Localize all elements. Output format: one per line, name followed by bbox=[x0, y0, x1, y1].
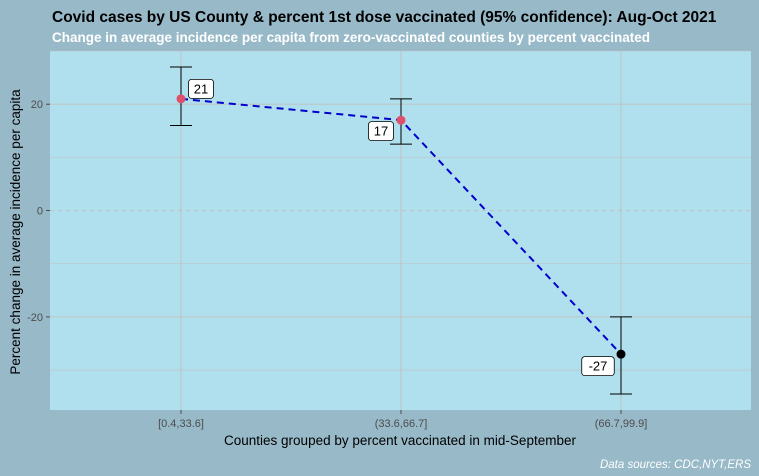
data-point bbox=[616, 349, 626, 359]
data-point bbox=[176, 94, 186, 104]
data-label-text: 21 bbox=[194, 81, 208, 96]
data-label: -27 bbox=[581, 356, 615, 377]
data-label: 21 bbox=[188, 78, 214, 99]
chart-title: Covid cases by US County & percent 1st d… bbox=[52, 9, 717, 26]
y-tick-label: 20 bbox=[31, 99, 43, 111]
grid-layer bbox=[50, 50, 751, 410]
y-tick-label: -20 bbox=[27, 312, 43, 324]
x-tick-label: (66.7,99.9] bbox=[595, 418, 648, 430]
data-label: 17 bbox=[368, 121, 394, 142]
y-tick-layer: 20 0 -20 bbox=[27, 99, 50, 324]
data-label-text: -27 bbox=[589, 359, 608, 374]
x-tick-layer: [0.4,33.6] (33.6,66.7] (66.7,99.9] bbox=[158, 410, 647, 430]
data-label-text: 17 bbox=[374, 124, 388, 139]
point-layer bbox=[176, 94, 626, 359]
y-axis-title: Percent change in average incidence per … bbox=[8, 89, 23, 375]
x-axis-title: Counties grouped by percent vaccinated i… bbox=[224, 433, 576, 448]
data-label-layer: 21 17 -27 bbox=[188, 78, 615, 377]
data-source-caption: Data sources: CDC,NYT,ERS bbox=[600, 459, 751, 471]
chart-subtitle: Change in average incidence per capita f… bbox=[52, 30, 650, 45]
x-tick-label: [0.4,33.6] bbox=[158, 418, 204, 430]
y-tick-label: 0 bbox=[37, 206, 43, 218]
data-point bbox=[396, 115, 406, 125]
x-tick-label: (33.6,66.7] bbox=[375, 418, 428, 430]
